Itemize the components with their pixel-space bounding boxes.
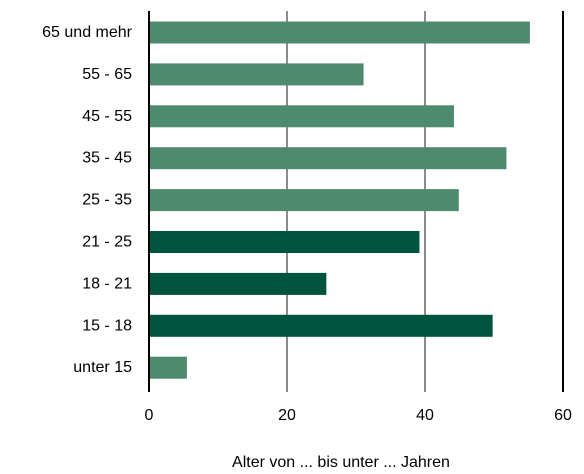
category-label-5: 21 - 25 bbox=[82, 234, 132, 251]
bars bbox=[149, 21, 530, 379]
category-label-3: 35 - 45 bbox=[82, 150, 132, 167]
x-tick-label-60: 60 bbox=[554, 407, 572, 424]
x-tick-label-0: 0 bbox=[145, 407, 154, 424]
category-label-8: unter 15 bbox=[73, 359, 132, 376]
x-tick-label-40: 40 bbox=[416, 407, 434, 424]
category-labels: 65 und mehr 55 - 65 45 - 55 35 - 45 25 - 35 2… bbox=[42, 24, 133, 376]
x-tick-labels: 0 20 40 60 bbox=[145, 407, 572, 424]
bar-6 bbox=[149, 272, 327, 295]
bar-0 bbox=[149, 21, 530, 44]
category-label-1: 55 - 65 bbox=[82, 66, 132, 83]
category-label-7: 15 - 18 bbox=[82, 317, 132, 334]
bar-5 bbox=[149, 231, 420, 253]
bar-1 bbox=[149, 63, 364, 86]
category-label-4: 25 - 35 bbox=[82, 192, 132, 209]
bar-3 bbox=[149, 147, 507, 170]
bar-2 bbox=[149, 105, 454, 128]
x-axis-title: Alter von ... bis unter ... Jahren bbox=[232, 454, 450, 471]
bar-8 bbox=[149, 356, 187, 379]
x-tick-label-20: 20 bbox=[278, 407, 296, 424]
category-label-6: 18 - 21 bbox=[82, 275, 132, 292]
bar-4 bbox=[149, 189, 459, 212]
category-label-2: 45 - 55 bbox=[82, 108, 132, 125]
bar-7 bbox=[149, 314, 493, 337]
category-label-0: 65 und mehr bbox=[42, 24, 133, 41]
